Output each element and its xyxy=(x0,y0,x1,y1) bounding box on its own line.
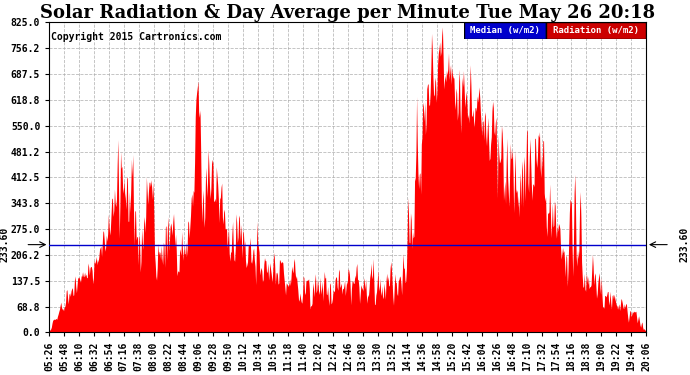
Title: Solar Radiation & Day Average per Minute Tue May 26 20:18: Solar Radiation & Day Average per Minute… xyxy=(40,4,655,22)
Text: 233.60: 233.60 xyxy=(0,227,10,262)
Text: Copyright 2015 Cartronics.com: Copyright 2015 Cartronics.com xyxy=(51,32,221,42)
Text: 233.60: 233.60 xyxy=(680,227,690,262)
